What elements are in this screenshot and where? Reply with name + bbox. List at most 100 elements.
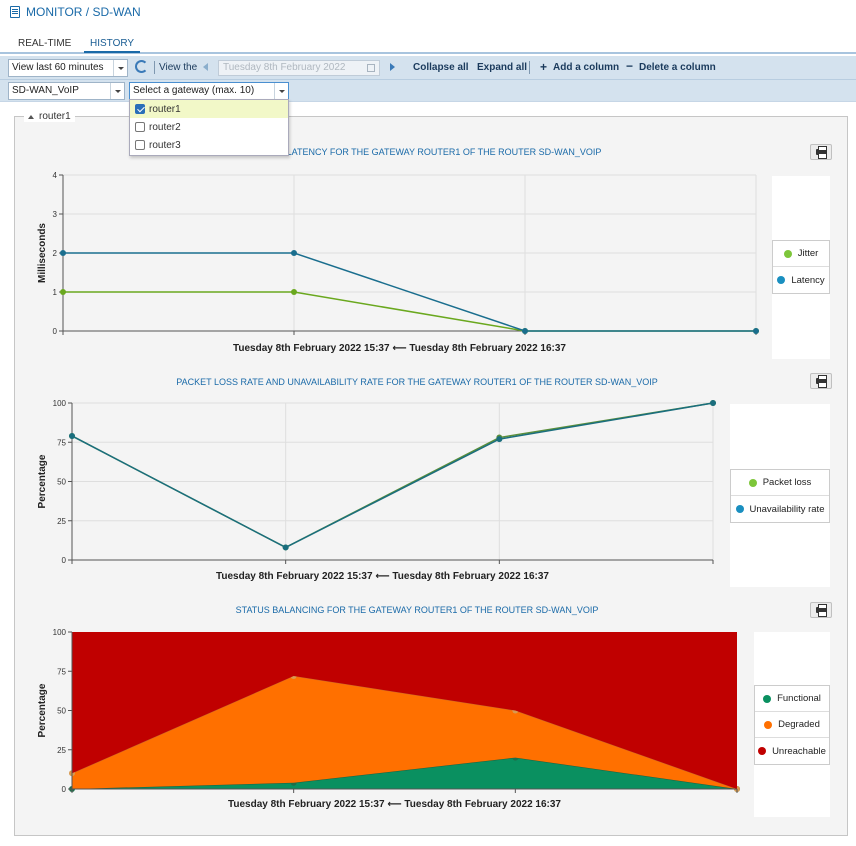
y-tick-label: 0 [62,785,67,794]
series-line-unavailability-rate [71,402,714,549]
legend-panel: Functional Degraded Unreachable [754,632,830,817]
x-axis-label: Tuesday 8th February 2022 15:37 ⟵ Tuesda… [216,571,549,582]
legend-label: Jitter [797,248,819,259]
expand-all-button[interactable]: Expand all [477,62,528,73]
gateway-option-router3[interactable]: router3 [130,136,288,154]
y-tick-label: 100 [53,628,67,637]
gateway-option-router1[interactable]: router1 [130,100,288,118]
chart-jitter-latency: 0 1 2 3 4 Milliseconds Tuesday 8th February 20… [37,171,759,354]
breadcrumb-text: MONITOR / SD-WAN [26,5,141,19]
chevron-down-icon [274,83,288,99]
calendar-icon[interactable] [367,64,375,72]
legend-item[interactable]: Degraded [755,712,829,738]
chart-title-packet-loss: PACKET LOSS RATE AND UNAVAILABILITY RATE… [176,377,658,387]
legend-panel: Jitter Latency [772,176,830,359]
gateway-option-label: router2 [149,121,181,133]
gateway-select-value: Select a gateway (max. 10) [133,85,255,96]
y-tick-label: 50 [57,478,66,487]
chart-title-jitter-latency: JITTER AND LATENCY FOR THE GATEWAY ROUTE… [232,147,602,157]
panel-header[interactable]: router1 [24,111,75,122]
printer-icon [816,375,827,388]
period-select-value: View last 60 minutes [12,62,104,73]
period-select[interactable]: View last 60 minutes [8,59,128,77]
legend-dot-icon [735,505,744,513]
legend-packet-loss: Packet loss Unavailability rate [730,469,830,523]
legend-label: Functional [777,693,821,704]
legend-item[interactable]: Packet loss [731,470,829,496]
legend-jitter-latency: Jitter Latency [772,240,830,294]
checkbox[interactable] [135,140,145,150]
legend-label: Packet loss [762,477,812,488]
y-axis-label: Milliseconds [37,223,48,283]
data-point-latency [60,250,66,256]
legend-label: Latency [791,274,825,286]
y-tick-label: 4 [53,171,58,180]
legend-panel: Packet loss Unavailability rate [730,404,830,587]
y-tick-label: 25 [57,517,66,526]
print-button[interactable] [810,144,832,160]
gateway-option-label: router1 [149,103,181,115]
x-axis-label: Tuesday 8th February 2022 15:37 ⟵ Tuesda… [228,799,561,810]
print-button[interactable] [810,602,832,618]
gateway-option-label: router3 [149,139,181,151]
area-unreachable [72,632,737,789]
area-degraded [72,675,737,789]
tab-real-time[interactable]: REAL-TIME [18,38,72,49]
legend-label: Unreachable [772,745,826,757]
router-select-value: SD-WAN_VoIP [12,85,79,96]
y-tick-label: 75 [57,667,66,676]
data-point-jitter [60,289,66,295]
collapse-icon [28,114,34,119]
legend-dot-icon [783,249,792,258]
plus-icon[interactable]: + [540,60,548,74]
router-select[interactable]: SD-WAN_VoIP [8,82,125,100]
y-axis-label: Percentage [37,454,48,508]
delete-column-button[interactable]: Delete a column [639,62,716,73]
data-point-jitter [291,289,297,295]
series-line-latency [63,252,756,332]
tab-history[interactable]: HISTORY [84,38,141,53]
chevron-down-icon [113,60,127,76]
collapse-all-button[interactable]: Collapse all [413,62,469,73]
chart-packet-loss: 0 25 50 75 100 Percentage Tuesday 8th February… [37,399,716,582]
y-tick-label: 50 [57,707,66,716]
minus-icon[interactable]: − [626,59,634,73]
legend-item[interactable]: Unavailability rate [731,496,829,522]
data-point-latency [291,250,297,256]
chevron-down-icon [110,83,124,99]
chart-title-status-balancing: STATUS BALANCING FOR THE GATEWAY ROUTER1… [235,605,599,615]
legend-label: Degraded [778,719,820,730]
y-tick-label: 3 [53,210,58,219]
document-icon [10,6,20,18]
next-arrow-icon[interactable] [390,63,395,71]
checkbox-checked[interactable] [135,104,145,114]
y-tick-label: 0 [62,556,67,565]
gateway-option-router2[interactable]: router2 [130,118,288,136]
refresh-icon[interactable] [135,60,148,73]
add-column-button[interactable]: Add a column [553,62,620,73]
y-tick-label: 2 [53,249,58,258]
data-point-unavailability-rate [69,432,75,439]
legend-item[interactable]: Jitter [773,241,829,267]
legend-item[interactable]: Functional [755,686,829,712]
data-point-unavailability-rate [710,400,716,406]
legend-item[interactable]: Unreachable [755,738,829,764]
legend-status-balancing: Functional Degraded Unreachable [754,685,830,765]
previous-arrow-icon[interactable] [203,63,208,71]
y-tick-label: 100 [53,399,67,408]
checkbox[interactable] [135,122,145,132]
date-field-value: Tuesday 8th February 2022 [223,62,346,73]
date-field[interactable]: Tuesday 8th February 2022 [218,60,380,76]
legend-item[interactable]: Latency [773,267,829,293]
data-point-unavailability-rate [496,436,503,443]
printer-icon [816,604,827,617]
legend-dot-icon [764,720,773,729]
area-functional [72,757,737,789]
data-point-unavailability-rate [282,544,289,551]
panel-title: router1 [39,111,71,122]
data-point-latency [522,328,528,334]
tab-bar: REAL-TIME HISTORY [0,30,856,54]
y-tick-label: 25 [57,746,66,755]
legend-dot-icon [763,694,772,703]
print-button[interactable] [810,373,832,389]
